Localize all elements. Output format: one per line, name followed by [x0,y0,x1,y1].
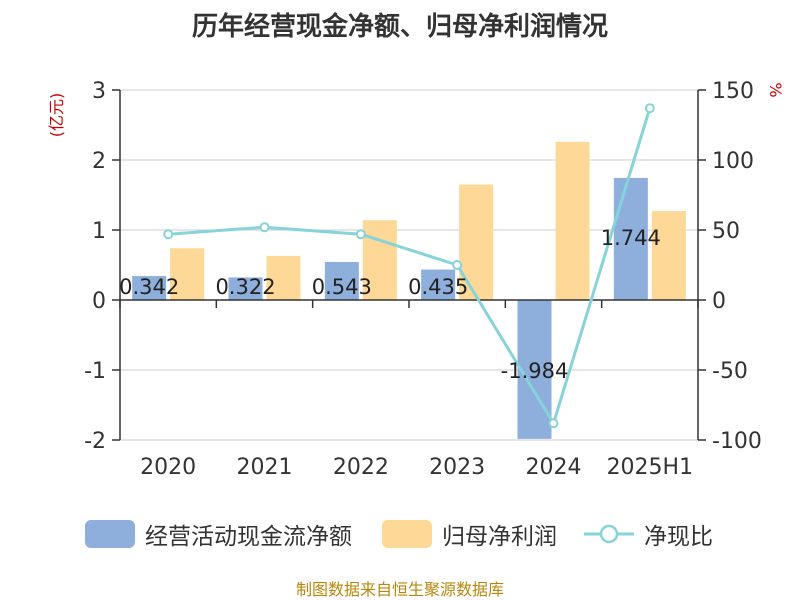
bar-cashflow [613,177,648,300]
legend-label-cashflow: 经营活动现金流净额 [145,524,352,550]
line-cash-ratio [168,107,652,427]
y-left-tick-label: -2 [84,429,106,454]
data-label-cashflow: 0.342 [119,275,179,299]
bar-cashflow [324,261,359,300]
y-left-tick-label: 1 [92,219,106,244]
y-right-tick-label: -50 [712,359,748,384]
bar-net-profit [362,220,397,300]
point-cash-ratio [163,229,174,240]
point-cash-ratio [452,260,463,270]
point-cash-ratio [355,229,366,240]
data-label-cashflow: 0.543 [312,275,372,299]
y-right-unit: % [766,82,785,97]
x-tick-label: 2021 [237,455,293,480]
x-tick-label: 2022 [333,455,389,480]
legend-label-net-profit: 归母净利润 [442,524,557,550]
bar-net-profit [170,248,205,300]
y-left-tick-label: -1 [84,359,106,384]
source-footer: 制图数据来自恒生聚源数据库 [295,580,504,599]
y-left-tick-label: 2 [92,149,106,174]
y-right-tick-label: -100 [712,429,762,454]
x-tick-label: 2023 [429,455,485,480]
bar-cashflow [132,276,167,300]
data-label-cashflow: 0.322 [215,275,275,299]
bar-net-profit [651,211,686,300]
point-cash-ratio [644,103,655,114]
legend-label-cash-ratio: 净现比 [644,524,713,550]
chart-legend: 经营活动现金流净额 归母净利润 净现比 [0,514,800,554]
x-tick-label: 2024 [526,455,582,480]
data-label-cashflow: 1.744 [601,226,661,250]
y-right-tick-label: 100 [712,149,754,174]
legend-swatch-cash-ratio [584,524,634,544]
legend-item-cash-ratio[interactable]: 净现比 [584,514,713,554]
x-tick-label: 2025H1 [607,455,694,480]
data-label-cashflow: 0.435 [408,275,468,299]
point-cash-ratio [259,222,270,233]
y-left-tick-label: 3 [92,79,106,104]
y-right-tick-label: 0 [712,289,726,314]
bar-cashflow [228,277,263,300]
y-right-tick-label: 150 [712,79,754,104]
bar-cashflow [421,269,456,300]
bar-net-profit [555,141,590,300]
y-left-tick-label: 0 [92,289,106,314]
legend-swatch-net-profit [382,520,432,548]
x-tick-label: 2020 [140,455,196,480]
bar-net-profit [266,255,301,300]
y-left-unit: (亿元) [47,93,66,138]
point-cash-ratio [548,418,559,429]
data-label-cashflow: -1.984 [501,359,569,383]
y-right-tick-label: 50 [712,219,740,244]
bar-cashflow [517,300,552,439]
legend-item-net-profit[interactable]: 归母净利润 [382,514,557,554]
legend-swatch-cashflow [85,520,135,548]
chart-title: 历年经营现金净额、归母净利润情况 [191,12,608,42]
legend-item-cashflow[interactable]: 经营活动现金流净额 [85,514,352,554]
bar-net-profit [459,184,494,300]
